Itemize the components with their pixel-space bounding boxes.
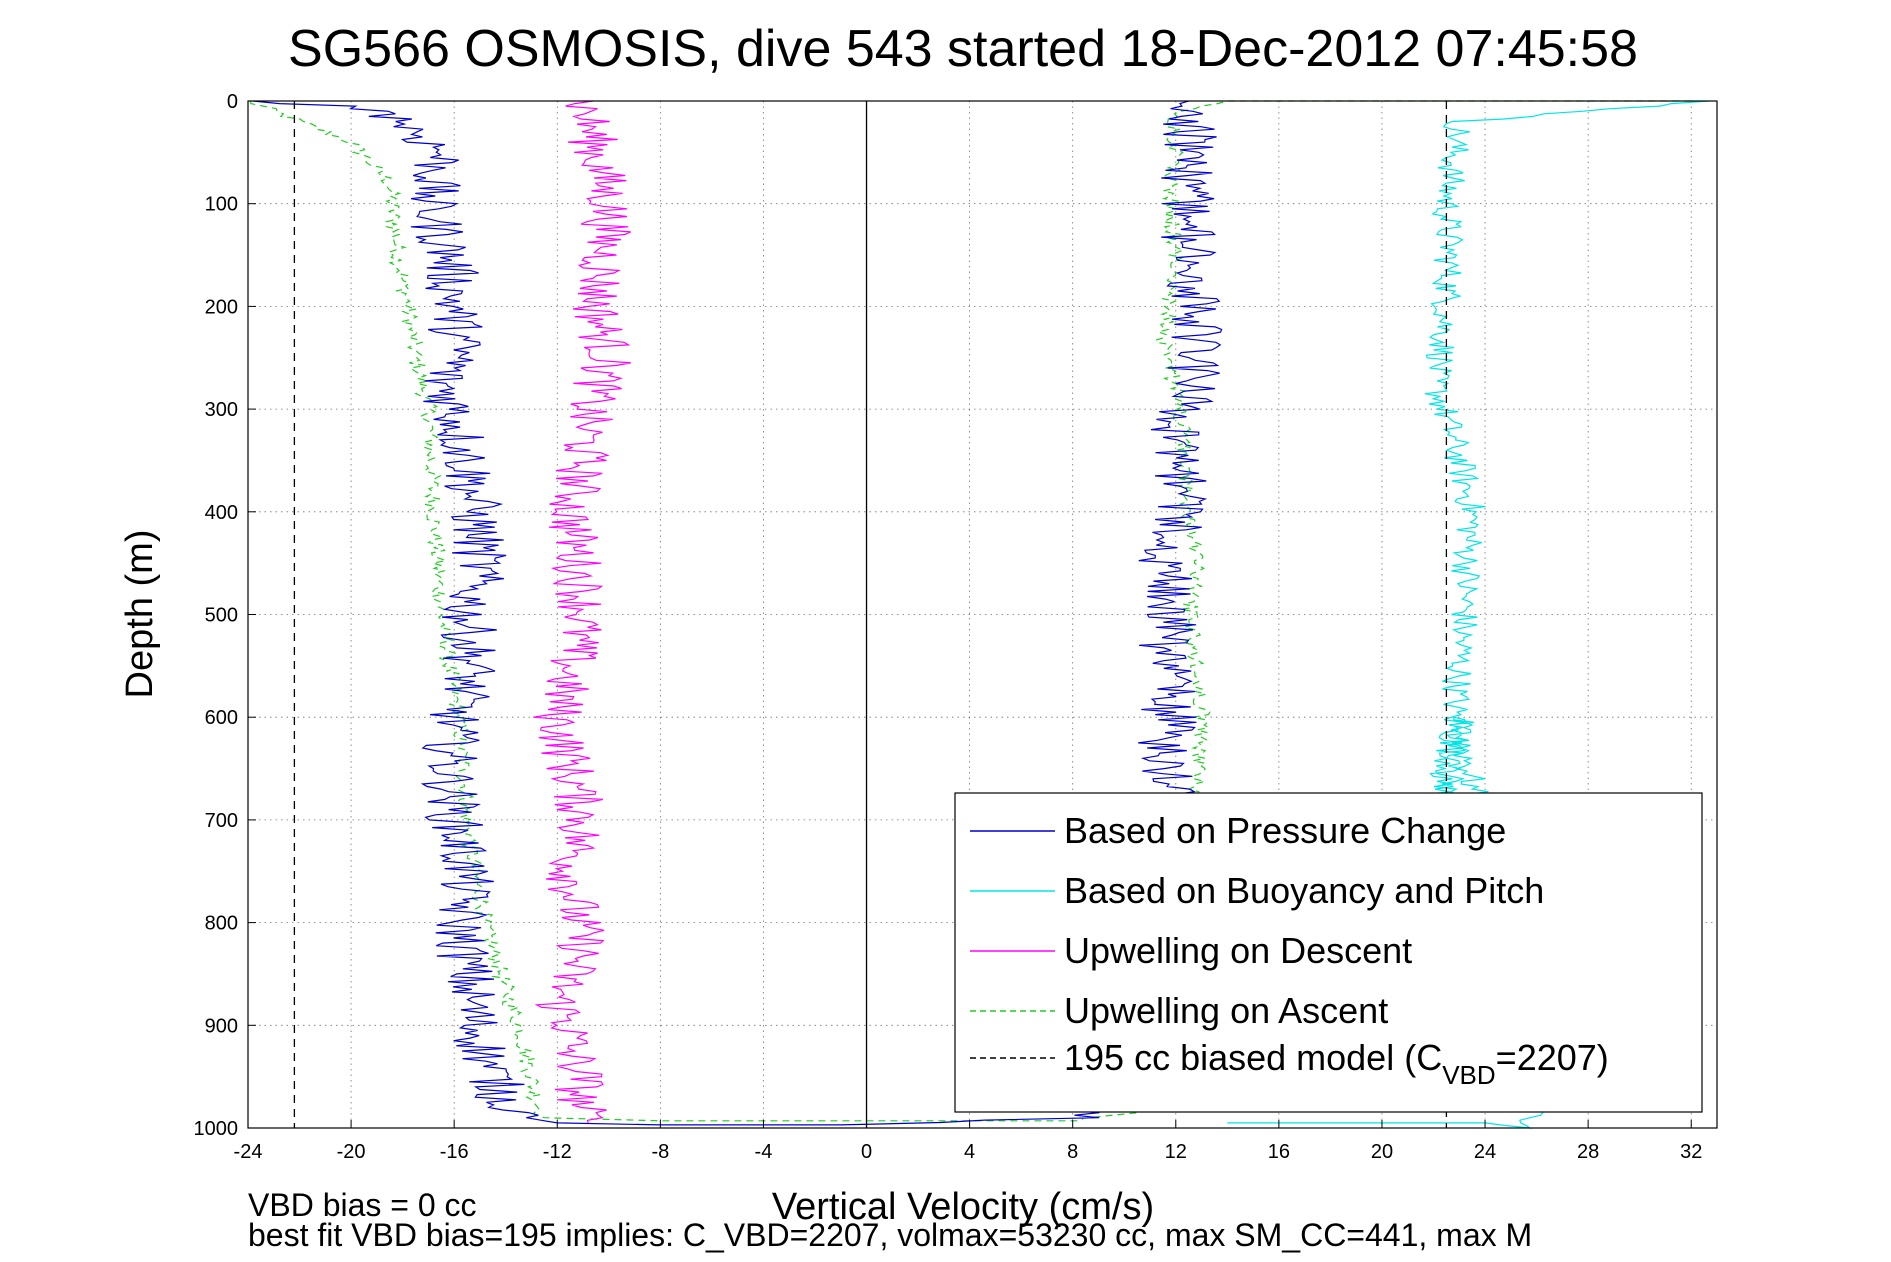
y-tick-label: 300 <box>205 399 238 421</box>
y-tick-label: 800 <box>205 913 238 935</box>
y-tick-label: 600 <box>205 707 238 729</box>
axis-ticks: -24 -20 -16 -12 -8 -4 0 4 8 12 16 20 24 28 32 0 100 200 30… <box>194 91 1703 1163</box>
legend: Based on Pressure Change Based on Buoyanc… <box>954 792 1703 1113</box>
x-tick-label: -8 <box>651 1141 669 1163</box>
x-tick-label: -16 <box>440 1141 469 1163</box>
x-tick-label: -12 <box>543 1141 572 1163</box>
x-tick-label: 20 <box>1371 1141 1393 1163</box>
footer-annotation-best-fit: best fit VBD bias=195 implies: C_VBD=220… <box>248 1217 1532 1253</box>
y-tick-label: 900 <box>205 1015 238 1037</box>
footer-annotation-vbd-bias: VBD bias = 0 cc <box>248 1187 477 1223</box>
x-tick-label: 32 <box>1680 1141 1702 1163</box>
y-axis-label: Depth (m) <box>119 530 161 699</box>
y-tick-label: 500 <box>205 605 238 627</box>
y-tick-label: 0 <box>227 91 238 113</box>
x-tick-label: 0 <box>861 1141 872 1163</box>
x-tick-label: 8 <box>1067 1141 1078 1163</box>
x-tick-label: -20 <box>337 1141 366 1163</box>
x-tick-label: 28 <box>1577 1141 1599 1163</box>
x-axis-label: Vertical Velocity (cm/s) <box>772 1186 1154 1228</box>
y-tick-label: 200 <box>205 296 238 318</box>
y-tick-label: 400 <box>205 502 238 524</box>
legend-box <box>954 792 1703 1113</box>
series-line-upwelling-on-ascent <box>250 100 1692 1122</box>
legend-label-upwelling-on-ascent: Upwelling on Ascent <box>1064 990 1388 1031</box>
x-tick-label: 4 <box>964 1141 975 1163</box>
x-tick-label: 12 <box>1165 1141 1187 1163</box>
legend-label-based-on-pressure-change: Based on Pressure Change <box>1064 810 1506 851</box>
chart-title: SG566 OSMOSIS, dive 543 started 18-Dec-2… <box>288 20 1638 78</box>
legend-label-based-on-buoyancy-and-pitch: Based on Buoyancy and Pitch <box>1064 870 1544 911</box>
x-tick-label: -4 <box>755 1141 773 1163</box>
y-tick-label: 700 <box>205 810 238 832</box>
x-tick-label: -24 <box>234 1141 263 1163</box>
x-tick-label: 24 <box>1474 1141 1496 1163</box>
legend-label-upwelling-on-descent: Upwelling on Descent <box>1064 930 1412 971</box>
series-line-based-on-pressure-change <box>252 100 1223 1126</box>
y-tick-label: 100 <box>205 194 238 216</box>
y-tick-label: 1000 <box>194 1118 239 1140</box>
series-line-upwelling-on-descent <box>533 100 631 1124</box>
x-tick-label: 16 <box>1268 1141 1290 1163</box>
